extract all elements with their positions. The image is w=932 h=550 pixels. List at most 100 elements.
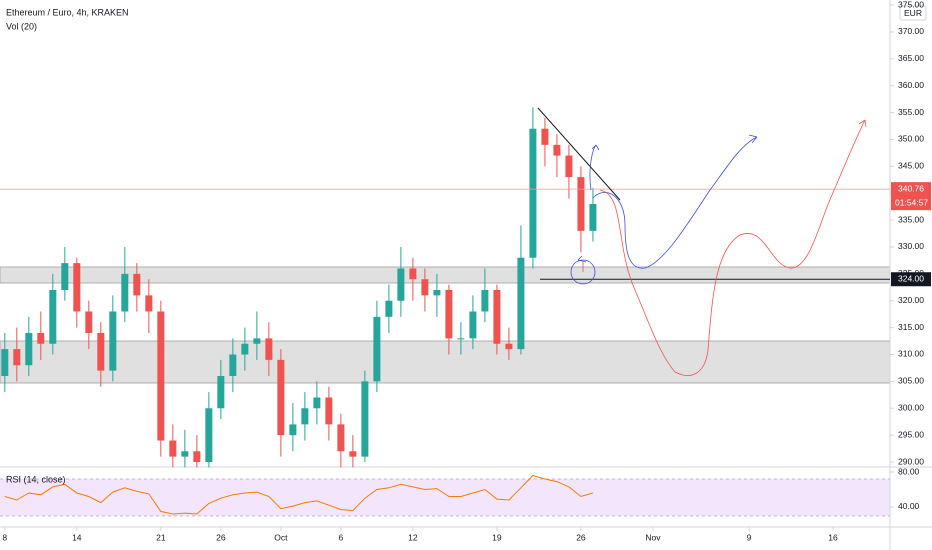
candle-body (97, 332, 105, 371)
y-tick-label: 345.00 (898, 161, 924, 171)
candle-body (397, 268, 405, 301)
candle-body (409, 268, 417, 280)
candle-body (73, 263, 81, 312)
candle-body (13, 349, 21, 366)
x-tick-label: 26 (576, 532, 586, 542)
arrow (577, 255, 587, 263)
y-tick-label: 330.00 (898, 241, 924, 251)
candle-body (505, 343, 513, 350)
candle-body (61, 263, 69, 290)
candle-body (289, 424, 297, 436)
candle-body (385, 300, 393, 317)
candle-body (49, 289, 57, 344)
candle-body (313, 397, 321, 409)
y-tick-label: 375.00 (898, 0, 924, 9)
y-tick-label: 310.00 (898, 349, 924, 359)
candle-body (1, 349, 9, 377)
candle-body (109, 311, 117, 371)
chart-title: Ethereum / Euro, 4h, KRAKEN (6, 7, 129, 17)
candle-body (157, 311, 165, 441)
x-tick-label: Nov (645, 532, 661, 542)
candle-body (229, 354, 237, 377)
x-tick-label: 9 (747, 532, 752, 542)
x-tick-label: 26 (216, 532, 226, 542)
level-tag (891, 272, 931, 287)
candle-body (217, 376, 225, 409)
candle-body (265, 338, 273, 360)
candle-body (469, 311, 477, 339)
arrow-head (858, 119, 867, 128)
candle-body (433, 289, 441, 296)
price-tag (891, 182, 931, 211)
rsi-band (0, 479, 890, 516)
y-tick-label: 355.00 (898, 107, 924, 117)
candle-body (349, 451, 357, 457)
rsi-line (4, 474, 594, 515)
candle-body (277, 359, 285, 436)
candle-body (421, 279, 429, 296)
candle-body (133, 273, 141, 296)
candle-body (253, 338, 261, 344)
candle-body (121, 273, 129, 312)
rsi-title: RSI (14, close) (6, 474, 66, 484)
trend-line (537, 107, 621, 201)
candle-body (565, 155, 573, 178)
level-tag-text: 324.00 (898, 273, 924, 283)
x-tick-label: 6 (339, 532, 344, 542)
zone (0, 340, 891, 384)
y-tick-label: 40.00 (898, 501, 920, 511)
y-tick-label: 335.00 (898, 214, 924, 224)
candle-body (169, 440, 177, 457)
candle-body (85, 311, 93, 333)
currency: EUR (904, 8, 922, 18)
y-tick-label: 370.00 (898, 26, 924, 36)
candle-body (181, 451, 189, 457)
x-tick-label: 19 (492, 532, 502, 542)
y-tick-label: 300.00 (898, 403, 924, 413)
candle-body (337, 424, 345, 452)
y-tick-label: 305.00 (898, 376, 924, 386)
candle-body (205, 408, 213, 463)
price-tag-text: 340.76 (898, 183, 924, 193)
arrow (589, 144, 600, 191)
candle-body (553, 144, 561, 156)
y-tick-label: 360.00 (898, 80, 924, 90)
candle-body (325, 397, 333, 425)
y-tick-label: 80.00 (898, 466, 920, 476)
y-tick-label: 365.00 (898, 53, 924, 63)
candle-body (517, 257, 525, 350)
candle-body (445, 289, 453, 339)
candle-body (193, 451, 201, 463)
y-tick-label: 350.00 (898, 134, 924, 144)
arrow-head (748, 134, 758, 144)
candle-body (481, 289, 489, 312)
x-tick-label: 8 (2, 532, 7, 542)
projection (599, 119, 866, 376)
y-tick-label: 290.00 (898, 456, 924, 466)
candle-body (241, 343, 249, 355)
x-tick-label: 16 (828, 532, 838, 542)
circle (570, 259, 596, 285)
candle-body (37, 332, 45, 344)
countdown: 01:54:57 (895, 197, 928, 207)
projection (592, 136, 758, 269)
x-tick-label: 14 (72, 532, 82, 542)
candle-body (361, 381, 369, 457)
candle-body (25, 332, 33, 366)
candle-body (589, 203, 597, 231)
candle-body (493, 289, 501, 344)
y-tick-label: 295.00 (898, 429, 924, 439)
x-tick-label: 21 (156, 532, 166, 542)
candle-body (529, 128, 537, 258)
y-tick-label: 315.00 (898, 322, 924, 332)
x-tick-label: 12 (408, 532, 418, 542)
volume-label: Vol (20) (6, 21, 37, 31)
candle-body (373, 316, 381, 382)
y-tick-label: 320.00 (898, 295, 924, 305)
candle-body (457, 338, 465, 340)
candle-body (541, 128, 549, 145)
x-tick-label: Oct (274, 532, 288, 542)
currency-box[interactable] (899, 5, 927, 21)
candle-body (577, 177, 585, 231)
